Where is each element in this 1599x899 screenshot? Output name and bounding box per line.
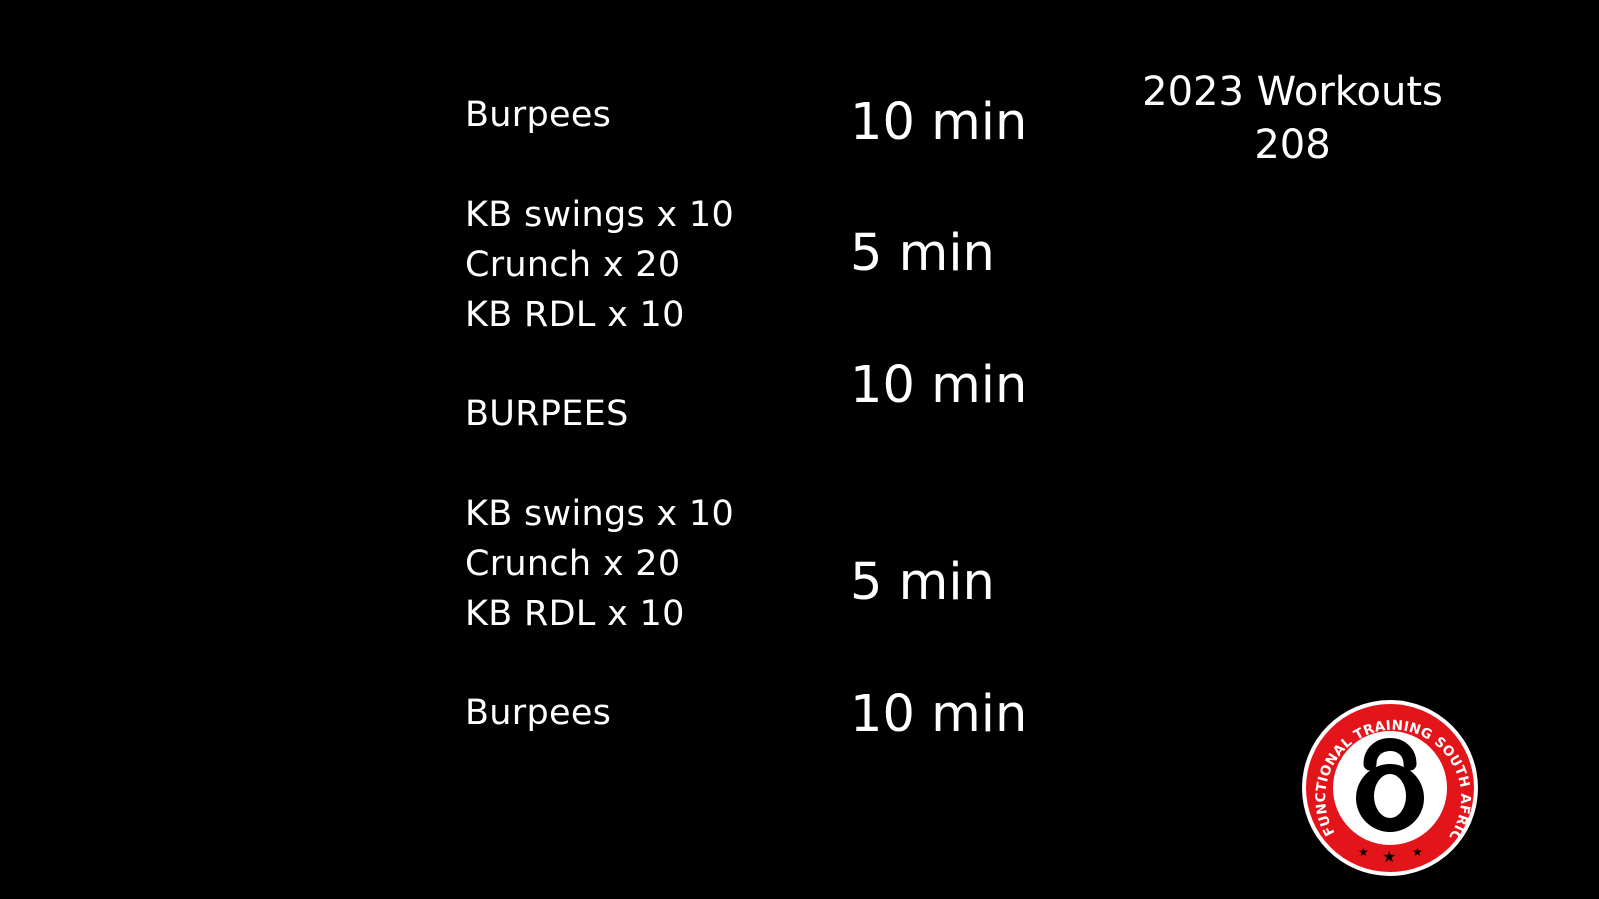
exercise-block-3: BURPEES (465, 389, 629, 439)
exercise-line: KB swings x 10 (465, 494, 735, 534)
kettlebell-icon: FUNCTIONAL TRAINING SOUTH AFRICA ★ ★ ★ (1300, 698, 1478, 876)
duration-3: 10 min (850, 356, 1028, 415)
duration-5: 10 min (850, 685, 1028, 744)
exercise-line: Crunch x 20 (465, 544, 681, 584)
exercise-block-4: KB swings x 10 Crunch x 20 KB RDL x 10 (465, 489, 734, 639)
workout-number: 208 (1254, 122, 1331, 168)
exercise-line: KB RDL x 10 (465, 295, 685, 335)
exercise-line: Burpees (465, 95, 612, 135)
duration-2: 5 min (850, 224, 995, 283)
workout-series-title: 2023 Workouts (1142, 69, 1443, 115)
duration-1: 10 min (850, 93, 1028, 152)
exercise-block-1: Burpees (465, 90, 611, 140)
brand-logo: FUNCTIONAL TRAINING SOUTH AFRICA ★ ★ ★ (1300, 698, 1480, 878)
exercise-line: KB RDL x 10 (465, 594, 685, 634)
exercise-block-2: KB swings x 10 Crunch x 20 KB RDL x 10 (465, 190, 734, 340)
svg-text:★: ★ (1358, 845, 1369, 859)
svg-text:★: ★ (1412, 845, 1423, 859)
exercise-line: Crunch x 20 (465, 245, 681, 285)
svg-text:★: ★ (1382, 847, 1396, 866)
exercise-block-5: Burpees (465, 688, 611, 738)
duration-4: 5 min (850, 553, 995, 612)
exercise-line: KB swings x 10 (465, 195, 735, 235)
exercise-line: BURPEES (465, 394, 629, 434)
workout-header: 2023 Workouts 208 (1120, 66, 1465, 172)
exercise-line: Burpees (465, 693, 612, 733)
